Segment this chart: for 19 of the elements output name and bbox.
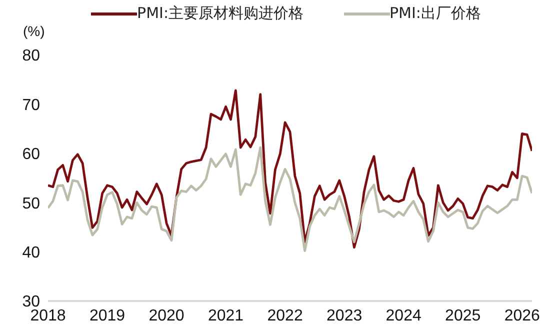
y-tick-label: 70 [22, 96, 40, 114]
y-tick-label: 40 [22, 244, 40, 262]
y-axis-title: (%) [23, 22, 45, 39]
x-tick-label: 2018 [30, 307, 66, 324]
x-tick-label: 2019 [89, 307, 126, 324]
x-tick-label: 2022 [267, 307, 303, 324]
line-series [48, 89, 532, 249]
y-tick-label: 50 [22, 195, 40, 212]
x-tick-label: 2023 [326, 307, 362, 324]
y-tick-label: 60 [22, 146, 40, 164]
legend-label: PMI:主要原材料购进价格 [137, 4, 304, 23]
x-tick-label: 2026 [504, 307, 540, 324]
legend-label: PMI:出厂价格 [390, 4, 481, 23]
x-tick-label: 2024 [386, 307, 422, 324]
x-tick-label: 2021 [208, 307, 244, 324]
line-series [48, 146, 532, 252]
y-tick-label: 80 [22, 48, 40, 65]
x-tick-label: 2020 [148, 307, 184, 324]
x-tick-label: 2025 [445, 307, 481, 324]
